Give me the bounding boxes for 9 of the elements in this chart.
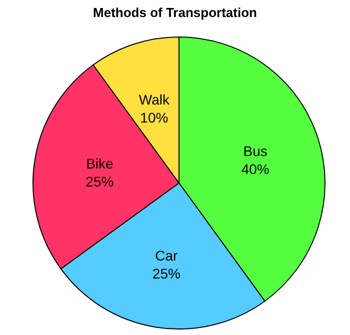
chart-title: Methods of Transportation [93, 5, 258, 20]
data-label: 40% [241, 161, 270, 178]
slice-label: Bus [243, 143, 268, 160]
data-label: 10% [140, 110, 168, 126]
slice-label: Car [155, 247, 178, 264]
slice-label: Walk [138, 92, 170, 108]
slice-label: Bike [86, 155, 114, 172]
data-label: 25% [152, 265, 180, 282]
data-label: 25% [86, 173, 114, 190]
